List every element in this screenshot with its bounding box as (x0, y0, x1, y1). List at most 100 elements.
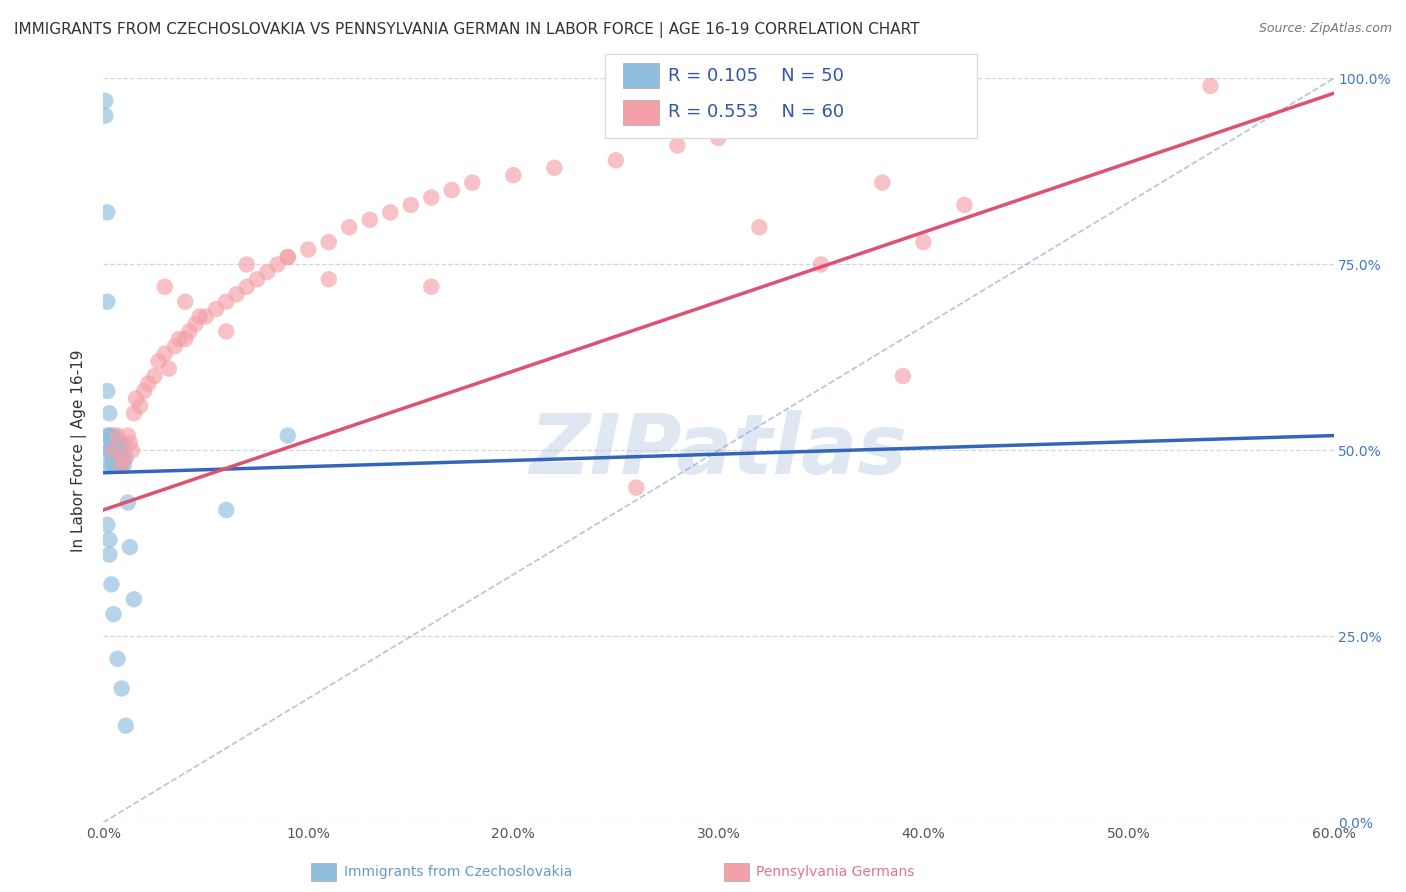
Point (103, 428, 125, 442)
Point (297, 243, 319, 257)
Point (108, 436, 131, 450)
Point (96, 384, 118, 398)
Point (359, 212, 381, 227)
Point (502, 168, 524, 182)
Point (98, 406, 121, 420)
Text: IMMIGRANTS FROM CZECHOSLOVAKIA VS PENNSYLVANIA GERMAN IN LABOR FORCE | AGE 16-19: IMMIGRANTS FROM CZECHOSLOVAKIA VS PENNSY… (14, 22, 920, 38)
Point (112, 458, 135, 473)
Point (256, 265, 278, 279)
Point (891, 369, 914, 384)
Point (318, 235, 340, 249)
Point (666, 138, 689, 153)
Point (872, 176, 894, 190)
Point (98, 533, 121, 547)
Point (277, 428, 299, 442)
Point (179, 325, 201, 339)
Point (94, 109, 117, 123)
Point (810, 257, 832, 271)
Point (194, 310, 217, 324)
Point (215, 294, 238, 309)
Point (543, 161, 565, 175)
Text: Source: ZipAtlas.com: Source: ZipAtlas.com (1258, 22, 1392, 36)
Point (107, 436, 129, 450)
Text: Pennsylvania Germans: Pennsylvania Germans (756, 865, 915, 880)
Point (399, 198, 422, 212)
Point (100, 450, 122, 465)
Point (100, 458, 122, 473)
Point (125, 392, 148, 406)
Point (112, 450, 135, 465)
Point (107, 458, 129, 473)
Point (96, 294, 118, 309)
Point (205, 302, 228, 317)
Point (318, 272, 340, 286)
Point (100, 428, 122, 442)
Point (440, 183, 463, 197)
Point (108, 443, 131, 458)
Point (96, 205, 118, 219)
Point (136, 376, 159, 391)
Point (380, 205, 402, 219)
Point (98, 428, 121, 442)
Point (707, 131, 730, 145)
Point (912, 235, 935, 249)
Point (235, 257, 257, 271)
Point (626, 481, 648, 495)
Point (748, 220, 770, 235)
Point (129, 399, 152, 413)
Point (111, 458, 134, 473)
Point (117, 428, 139, 442)
Point (114, 450, 136, 465)
Text: ZIPatlas: ZIPatlas (530, 410, 907, 491)
Point (103, 458, 125, 473)
Point (100, 577, 122, 591)
Point (153, 280, 176, 294)
Point (134, 384, 156, 398)
Point (107, 428, 129, 442)
Point (98, 548, 121, 562)
Point (337, 220, 360, 235)
Point (163, 339, 186, 353)
Point (98, 443, 121, 458)
Point (98, 458, 121, 473)
Point (104, 436, 127, 450)
Point (111, 681, 134, 696)
Point (122, 592, 145, 607)
Point (143, 369, 166, 384)
Point (235, 280, 257, 294)
Point (100, 443, 122, 458)
Point (103, 443, 125, 458)
Point (103, 436, 125, 450)
Point (107, 652, 129, 666)
Point (174, 332, 197, 346)
Point (605, 153, 627, 168)
Point (104, 450, 127, 465)
Point (188, 310, 211, 324)
Point (148, 354, 170, 368)
Point (100, 436, 122, 450)
Point (167, 332, 190, 346)
Point (184, 317, 207, 331)
Point (112, 443, 135, 458)
Point (953, 198, 976, 212)
Point (114, 719, 136, 733)
Point (174, 294, 197, 309)
Point (461, 176, 484, 190)
Point (215, 325, 238, 339)
Point (98, 443, 121, 458)
Text: R = 0.105    N = 50: R = 0.105 N = 50 (668, 67, 844, 85)
Point (111, 436, 134, 450)
Point (96, 428, 118, 442)
Point (107, 443, 129, 458)
Point (157, 361, 180, 376)
Point (104, 443, 127, 458)
Point (246, 272, 269, 286)
Point (153, 347, 176, 361)
Point (94, 94, 117, 108)
Point (103, 450, 125, 465)
Point (117, 495, 139, 509)
Point (277, 250, 299, 264)
Point (104, 458, 127, 473)
Text: R = 0.553    N = 60: R = 0.553 N = 60 (668, 103, 844, 121)
Text: Immigrants from Czechoslovakia: Immigrants from Czechoslovakia (344, 865, 572, 880)
